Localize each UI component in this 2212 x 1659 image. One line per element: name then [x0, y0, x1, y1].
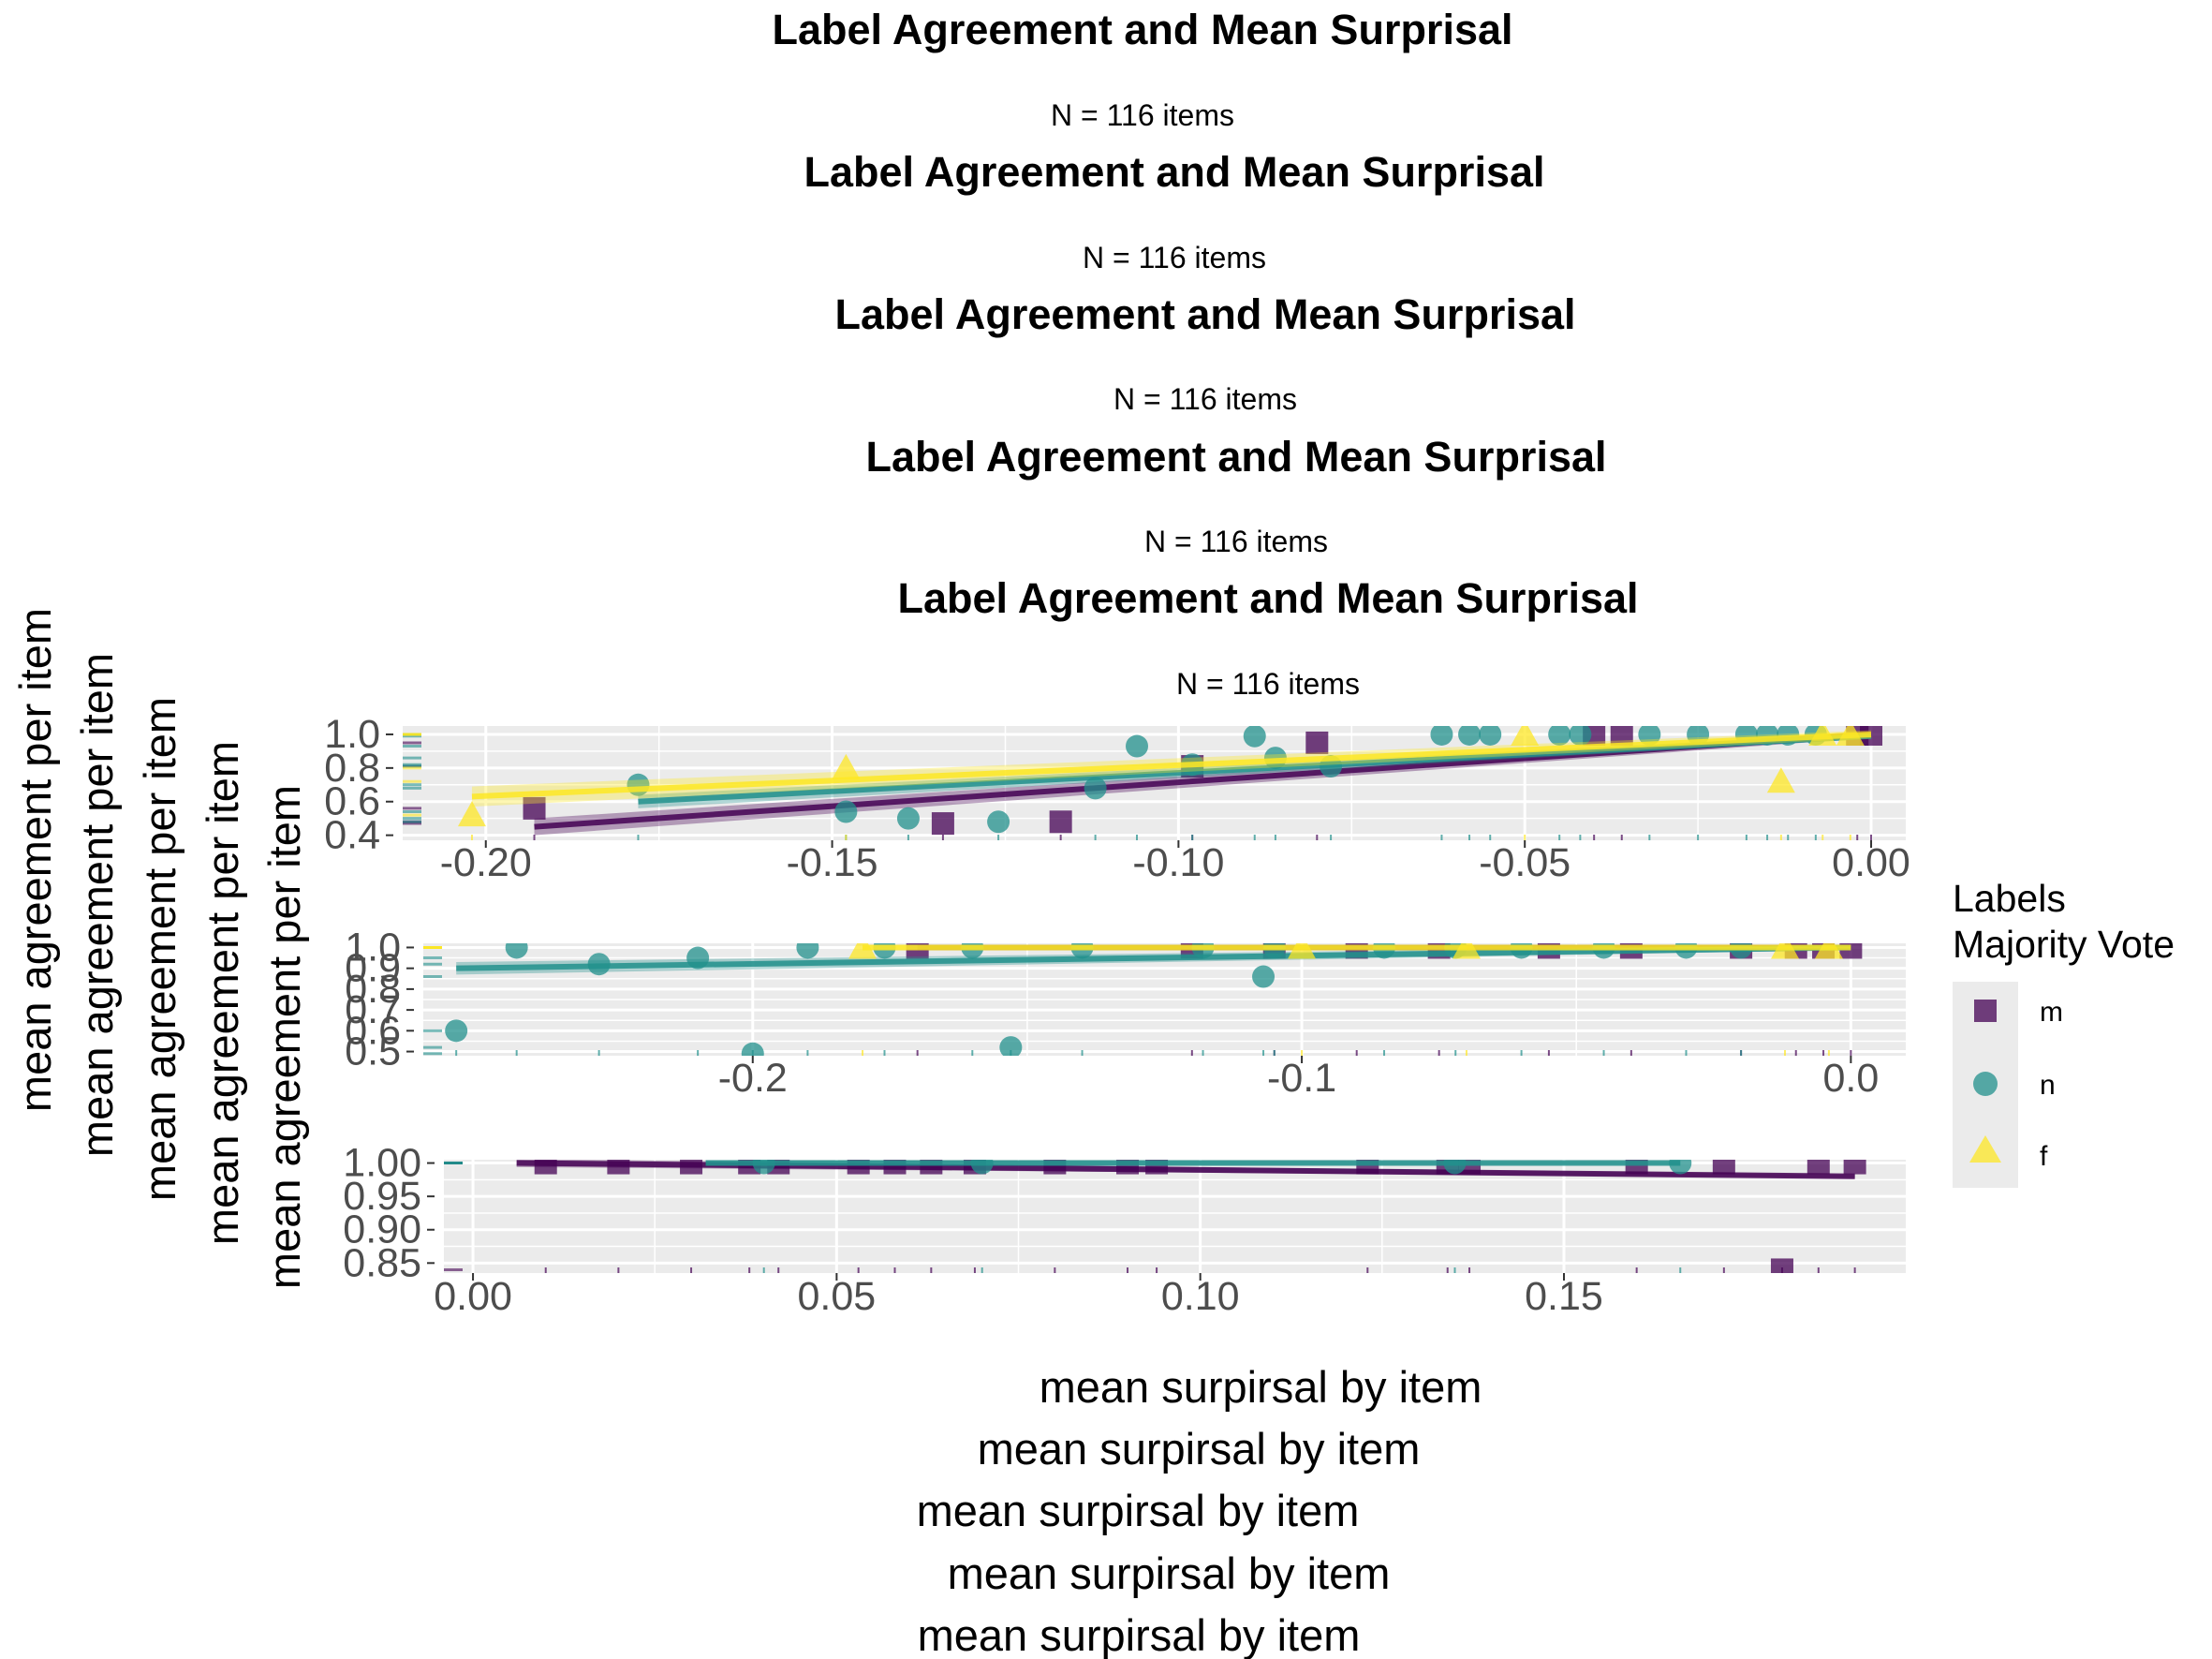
point-n — [999, 1036, 1023, 1056]
x-tick-label: 0.15 — [1525, 1274, 1603, 1319]
chart-subtitle: N = 116 items — [1083, 241, 1266, 274]
point-n — [1084, 777, 1107, 800]
point-n — [1479, 726, 1502, 746]
x-tick-label: 0.00 — [434, 1274, 512, 1319]
x-axis-label: mean surpirsal by item — [948, 1548, 1391, 1598]
y-axis-label: mean agreement per item — [72, 653, 122, 1157]
plot-area — [457, 726, 1883, 840]
point-m — [1843, 1160, 1866, 1175]
fit-line-n — [456, 944, 1851, 971]
point-n — [1252, 965, 1276, 988]
chart-title: Label Agreement and Mean Surprisal — [772, 6, 1512, 53]
chart-title: Label Agreement and Mean Surprisal — [897, 574, 1638, 622]
y-tick-label: 1.00 — [343, 1141, 421, 1186]
point-m — [1712, 1160, 1735, 1175]
legend-key-square-icon — [1974, 1000, 1997, 1022]
y-tick-label: 0.85 — [343, 1240, 421, 1285]
x-axis-label: mean surpirsal by item — [917, 1486, 1360, 1535]
point-n — [896, 807, 920, 830]
legend-key-triangle-icon — [1969, 1135, 2001, 1163]
x-tick-label: 0.10 — [1161, 1274, 1240, 1319]
y-tick-label: 0.6 — [345, 1008, 401, 1053]
chart-title: Label Agreement and Mean Surprisal — [804, 148, 1544, 196]
point-m — [1305, 731, 1329, 754]
point-m — [1610, 726, 1633, 746]
y-tick-label: 0.9 — [345, 946, 401, 991]
y-tick-label: 0.8 — [324, 746, 380, 791]
x-axis-label: mean surpirsal by item — [1040, 1362, 1482, 1412]
point-m — [1049, 810, 1072, 834]
plot-area — [516, 1160, 1866, 1273]
point-n — [1638, 726, 1661, 746]
chart-title: Label Agreement and Mean Surprisal — [834, 290, 1575, 338]
y-tick-label: 0.95 — [343, 1174, 421, 1219]
point-f — [1766, 767, 1795, 793]
point-m — [1770, 1258, 1793, 1273]
panel-3: 0.850.900.951.00 0.00 0.05 0.10 0.15 — [343, 1141, 1906, 1319]
x-tick-label: 0.05 — [798, 1274, 877, 1319]
fit-line-n — [638, 733, 1872, 805]
point-n — [1430, 726, 1453, 746]
y-tick-label: 1.0 — [324, 712, 380, 757]
y-axis-label: mean agreement per item — [259, 785, 309, 1289]
point-n — [1458, 726, 1482, 746]
point-n — [741, 1042, 764, 1056]
legend-title: Majority Vote — [1953, 923, 2175, 966]
panel-background — [444, 1160, 1906, 1273]
chart-subtitle: N = 116 items — [1176, 667, 1360, 701]
legend-title: Labels — [1953, 877, 2066, 920]
point-m — [1806, 1160, 1830, 1175]
chart-subtitle: N = 116 items — [1051, 98, 1234, 132]
legend: Labels Majority Vote m n f — [1953, 877, 2175, 1188]
y-tick-label: 0.4 — [324, 813, 380, 858]
point-n — [1126, 734, 1149, 758]
chart-subtitle: N = 116 items — [1144, 525, 1328, 558]
panel-2: 0.50.60.70.80.91.0-0.2 -0.1 0.0 — [345, 925, 1906, 1101]
point-n — [987, 810, 1010, 834]
point-m — [523, 796, 546, 820]
legend-label-f: f — [2040, 1141, 2048, 1172]
y-tick-label: 0.90 — [343, 1207, 421, 1252]
y-tick-label: 0.7 — [345, 987, 401, 1032]
legend-key-circle-icon — [1973, 1072, 1998, 1096]
plot-area — [445, 943, 1863, 1056]
point-n — [796, 943, 819, 959]
fit-line-f — [471, 731, 1872, 800]
y-tick-label: 0.8 — [345, 967, 401, 1012]
point-n — [505, 943, 528, 959]
point-f — [457, 801, 486, 827]
legend-label-n: n — [2040, 1070, 2056, 1101]
y-tick-label: 0.5 — [345, 1029, 401, 1074]
y-axis-label: mean agreement per item — [135, 697, 184, 1201]
point-n — [1569, 726, 1592, 746]
point-n — [1243, 726, 1266, 748]
chart-title: Label Agreement and Mean Surprisal — [865, 433, 1606, 481]
chart-subtitle: N = 116 items — [1113, 382, 1297, 416]
point-n — [445, 1019, 468, 1043]
panel-1: 0.40.60.81.0-0.20 -0.15 -0.10 -0.05 0.00 — [324, 712, 1910, 885]
y-tick-label: 1.0 — [345, 925, 401, 970]
point-n — [834, 800, 858, 823]
point-n — [1548, 726, 1571, 746]
point-f — [832, 753, 861, 779]
x-axis-label: mean surpirsal by item — [918, 1610, 1361, 1659]
point-m — [931, 812, 954, 836]
y-axis-label: mean agreement per item — [198, 741, 247, 1245]
y-axis-label: mean agreement per item — [10, 608, 60, 1112]
y-tick-label: 0.6 — [324, 779, 380, 824]
x-axis-label: mean surpirsal by item — [978, 1424, 1421, 1474]
legend-label-m: m — [2040, 997, 2063, 1028]
point-f — [1511, 726, 1540, 746]
